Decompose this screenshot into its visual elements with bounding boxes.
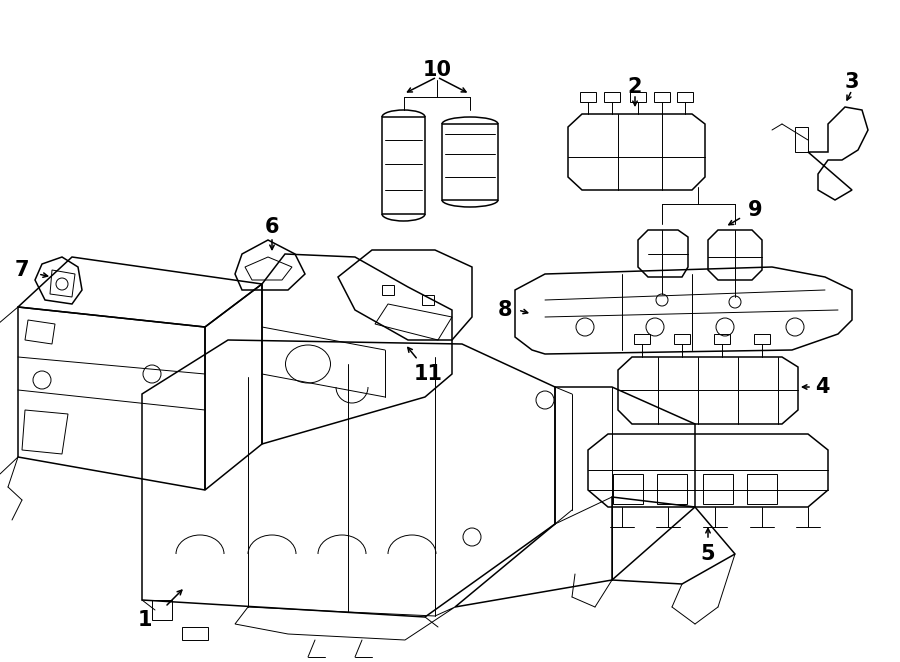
Bar <box>604 92 620 102</box>
Text: 10: 10 <box>422 60 452 80</box>
Bar <box>677 92 693 102</box>
Text: 8: 8 <box>498 300 512 320</box>
Bar <box>630 92 646 102</box>
Text: 3: 3 <box>845 72 859 92</box>
Bar <box>654 92 670 102</box>
Text: 1: 1 <box>138 610 152 630</box>
Bar <box>422 295 434 305</box>
Text: 11: 11 <box>413 364 443 384</box>
Text: 6: 6 <box>265 217 279 237</box>
Bar <box>382 285 394 295</box>
Text: 4: 4 <box>814 377 829 397</box>
Text: 9: 9 <box>748 200 762 220</box>
Text: 2: 2 <box>628 77 643 97</box>
Text: 5: 5 <box>701 544 716 564</box>
Text: 7: 7 <box>14 260 30 280</box>
Bar <box>580 92 596 102</box>
